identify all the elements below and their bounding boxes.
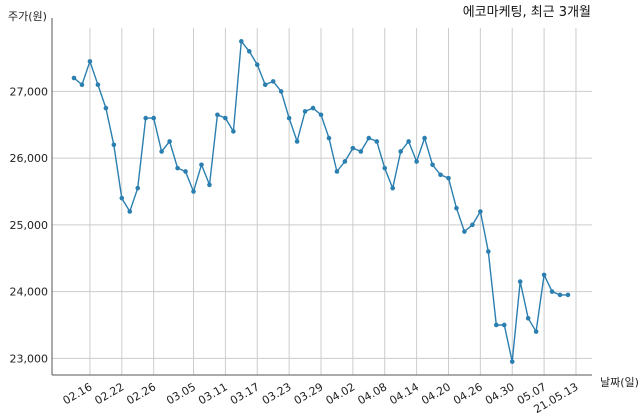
chart-title: 에코마케팅, 최근 3개월 — [463, 5, 591, 20]
data-point — [549, 289, 555, 294]
data-point — [334, 169, 340, 174]
x-axis-label: 날짜(일) — [600, 375, 639, 389]
data-point — [111, 142, 117, 148]
data-point — [119, 195, 125, 201]
data-point — [294, 139, 300, 144]
data-point — [79, 82, 85, 88]
data-point — [191, 189, 196, 194]
data-point — [414, 159, 419, 164]
data-point — [239, 39, 244, 44]
data-point — [462, 229, 467, 234]
data-point — [215, 112, 220, 118]
data-point — [270, 79, 276, 84]
data-point — [183, 169, 188, 174]
data-point — [406, 139, 411, 144]
data-point — [342, 159, 348, 164]
data-point — [127, 209, 133, 214]
x-tick-label: 02.22 — [93, 380, 127, 407]
data-point — [446, 175, 451, 181]
data-point — [310, 105, 316, 111]
x-tick-label: 03.29 — [292, 380, 326, 407]
x-tick-label: 04.08 — [355, 380, 389, 407]
data-point — [398, 149, 403, 154]
data-point — [262, 82, 268, 88]
data-point — [454, 205, 459, 211]
data-point — [159, 149, 164, 154]
x-tick-label: 04.14 — [387, 380, 421, 407]
data-point — [95, 82, 101, 88]
data-point — [533, 329, 539, 334]
data-point — [326, 135, 332, 141]
data-point — [318, 112, 324, 118]
x-tick-label: 03.05 — [164, 380, 198, 407]
data-point — [557, 292, 563, 298]
data-point — [246, 49, 252, 54]
y-tick-label: 24,000 — [10, 286, 49, 299]
y-tick-label: 25,000 — [10, 219, 49, 232]
data-point — [486, 249, 491, 254]
data-point — [374, 139, 380, 144]
data-point — [207, 182, 212, 188]
data-point — [231, 129, 236, 134]
y-axis-label: 주가(원) — [8, 10, 47, 23]
data-point — [167, 139, 172, 144]
data-point — [350, 145, 356, 151]
data-point — [501, 322, 507, 328]
data-point — [470, 222, 475, 228]
data-point — [199, 162, 204, 168]
grid — [52, 28, 592, 375]
data-point — [517, 279, 523, 284]
data-point — [135, 185, 141, 191]
data-point — [71, 75, 77, 81]
x-tick-label: 03.11 — [196, 380, 230, 407]
data-point — [358, 149, 364, 154]
data-point — [175, 165, 180, 171]
data-point — [286, 115, 292, 121]
data-point — [509, 359, 515, 364]
y-tick-label: 23,000 — [10, 352, 49, 365]
data-point — [103, 105, 109, 111]
data-point — [87, 59, 93, 64]
x-tick-label: 03.23 — [260, 380, 294, 407]
data-point — [382, 165, 388, 171]
data-point — [422, 135, 427, 141]
x-tick-label: 03.17 — [228, 380, 262, 407]
x-tick-label: 04.26 — [451, 380, 485, 407]
data-point — [565, 292, 571, 298]
data-point — [143, 115, 149, 121]
y-tick-label: 26,000 — [10, 152, 49, 165]
data-point — [478, 209, 483, 214]
data-point — [366, 135, 372, 141]
y-tick-labels: 23,000 24,000 25,000 26,000 27,000 — [10, 85, 49, 365]
y-tick-label: 27,000 — [10, 85, 49, 98]
price-points — [71, 39, 571, 364]
x-tick-label: 04.20 — [419, 380, 453, 407]
data-point — [525, 315, 531, 321]
data-point — [430, 162, 435, 168]
axes — [51, 18, 592, 376]
data-point — [438, 172, 443, 178]
data-point — [541, 272, 547, 278]
x-tick-label: 04.02 — [324, 380, 358, 407]
x-tick-label: 04.30 — [483, 380, 517, 407]
data-point — [151, 115, 156, 121]
data-point — [390, 185, 396, 191]
data-point — [493, 322, 499, 328]
data-point — [223, 115, 228, 121]
x-tick-label: 02.26 — [124, 380, 158, 407]
data-point — [278, 89, 284, 94]
x-tick-label: 02.16 — [61, 380, 95, 407]
data-point — [254, 62, 260, 68]
data-point — [302, 109, 308, 114]
